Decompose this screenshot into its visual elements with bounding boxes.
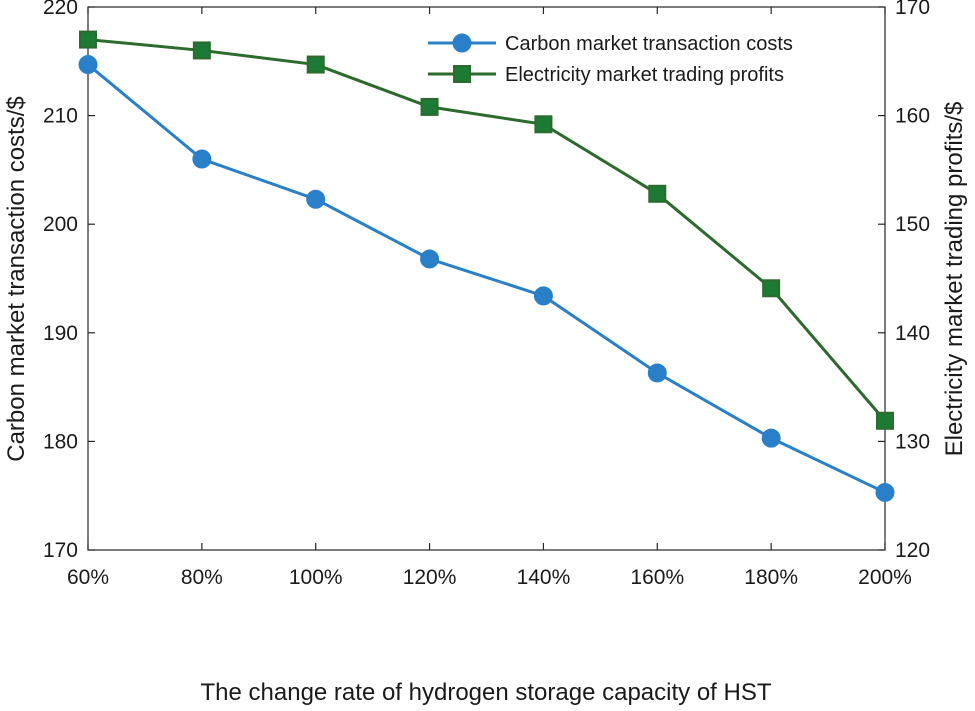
data-point-electricity	[762, 279, 781, 298]
y-right-axis-title: Electricity market trading profits/$	[941, 102, 968, 457]
data-point-electricity	[648, 184, 667, 203]
data-point-electricity	[306, 55, 325, 74]
data-point-carbon	[78, 55, 98, 75]
data-point-carbon	[533, 286, 553, 306]
data-point-carbon	[875, 482, 895, 502]
legend-marker-electricity	[453, 65, 471, 83]
x-tick-label: 60%	[67, 566, 109, 589]
y-left-axis-title: Carbon market transaction costs/$	[3, 96, 30, 462]
x-tick-label: 160%	[630, 566, 684, 589]
x-tick-label: 180%	[744, 566, 798, 589]
legend-label-electricity: Electricity market trading profits	[505, 64, 784, 86]
series-markers	[78, 30, 895, 502]
y-right-axis-ticks: 120 130 140 150 160 170	[878, 0, 930, 562]
x-tick-label: 100%	[289, 566, 343, 589]
x-tick-label: 80%	[181, 566, 223, 589]
data-point-carbon	[420, 249, 440, 269]
x-axis-title: The change rate of hydrogen storage capa…	[201, 679, 772, 706]
data-point-carbon	[761, 428, 781, 448]
data-point-electricity	[534, 115, 553, 134]
data-point-carbon	[306, 189, 326, 209]
data-point-electricity	[420, 97, 439, 116]
x-axis-ticks: 60% 80% 100% 120% 140% 160% 180% 200%	[67, 7, 912, 589]
y-left-tick-label: 170	[43, 539, 78, 562]
y-right-tick-label: 150	[895, 213, 930, 236]
data-point-electricity	[192, 41, 211, 60]
x-tick-label: 200%	[858, 566, 912, 589]
y-right-tick-label: 170	[895, 0, 930, 19]
y-right-tick-label: 130	[895, 430, 930, 453]
data-point-carbon	[192, 149, 212, 169]
data-point-carbon	[647, 363, 667, 383]
series-line-0	[87, 63, 886, 494]
y-right-tick-label: 140	[895, 322, 930, 345]
legend-box	[420, 24, 858, 94]
series-lines	[87, 38, 887, 494]
data-point-electricity	[876, 411, 894, 430]
y-left-tick-label: 210	[43, 105, 78, 128]
y-left-tick-label: 180	[43, 430, 78, 453]
y-left-tick-label: 200	[43, 213, 78, 236]
legend-label-carbon: Carbon market transaction costs	[505, 33, 793, 55]
legend: Carbon market transaction costs Electric…	[420, 24, 858, 94]
series-line-1	[87, 38, 887, 422]
y-left-axis-ticks: 170 180 190 200 210 220	[43, 0, 95, 562]
legend-marker-carbon	[452, 33, 472, 53]
data-point-electricity	[79, 30, 97, 49]
y-right-tick-label: 120	[895, 539, 930, 562]
y-left-tick-label: 190	[43, 322, 78, 345]
x-tick-label: 120%	[403, 566, 457, 589]
y-right-tick-label: 160	[895, 105, 930, 128]
x-tick-label: 140%	[517, 566, 571, 589]
y-left-tick-label: 220	[43, 0, 78, 19]
